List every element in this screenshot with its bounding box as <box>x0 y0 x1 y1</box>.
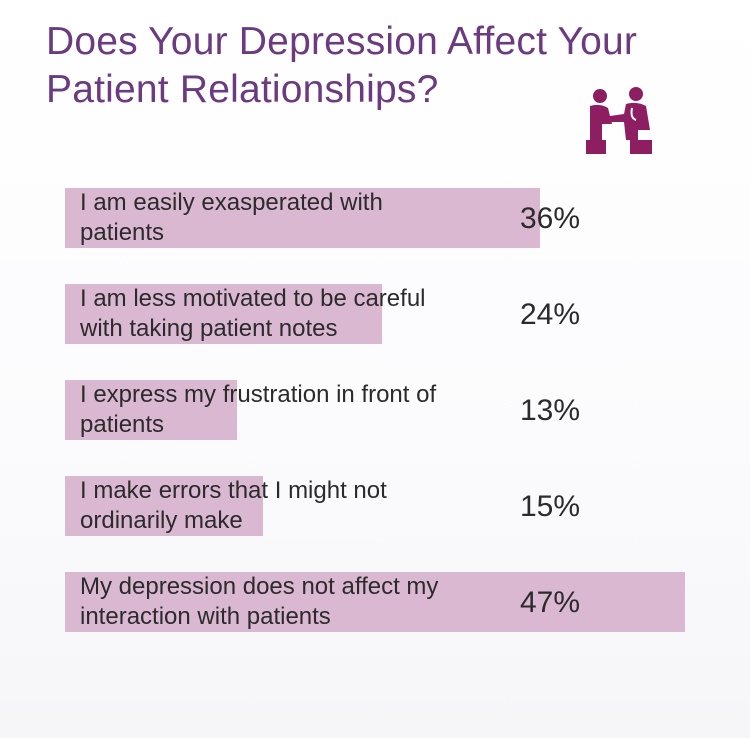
category-label-line: interaction with patients <box>80 603 331 630</box>
category-label: I express my frustration in front of pati… <box>80 380 520 440</box>
category-label: I am easily exasperated with patients <box>80 188 520 248</box>
category-label-line: I am less motivated to be careful <box>80 285 426 312</box>
value-label: 36% <box>520 202 581 235</box>
bar <box>65 188 540 248</box>
chart-title: Does Your Depression Affect Your Patient… <box>46 20 638 111</box>
bar <box>65 572 685 632</box>
doctor-body-icon <box>610 102 650 140</box>
category-label-line: ordinarily make <box>80 507 243 534</box>
doctor-patient-consultation-icon <box>586 87 652 154</box>
category-label-line: I express my frustration in front of <box>80 381 437 408</box>
value-label: 13% <box>520 394 581 427</box>
stethoscope-icon <box>630 107 637 121</box>
category-label-line: My depression does not affect my <box>80 573 439 600</box>
bar <box>65 476 263 536</box>
category-label-line: patients <box>80 411 165 438</box>
patient-chair-icon <box>586 140 606 154</box>
patient-body-icon <box>590 104 612 140</box>
category-label-line: patients <box>80 219 165 246</box>
category-label-line: I am easily exasperated with <box>80 189 383 216</box>
value-label: 47% <box>520 586 581 619</box>
bar <box>65 284 382 344</box>
doctor-head-icon <box>629 87 643 101</box>
category-label: I make errors that I might not ordinarily… <box>80 476 520 536</box>
category-label: I am less motivated to be careful with ta… <box>80 284 520 344</box>
patient-head-icon <box>593 89 607 103</box>
value-label: 24% <box>520 298 581 331</box>
category-label-line: I make errors that I might not <box>80 477 387 504</box>
bar <box>65 380 237 440</box>
category-label-line: with taking patient notes <box>80 315 338 342</box>
doctor-chair-icon <box>630 140 652 154</box>
category-label: My depression does not affect my interact… <box>80 572 520 632</box>
value-label: 15% <box>520 490 581 523</box>
